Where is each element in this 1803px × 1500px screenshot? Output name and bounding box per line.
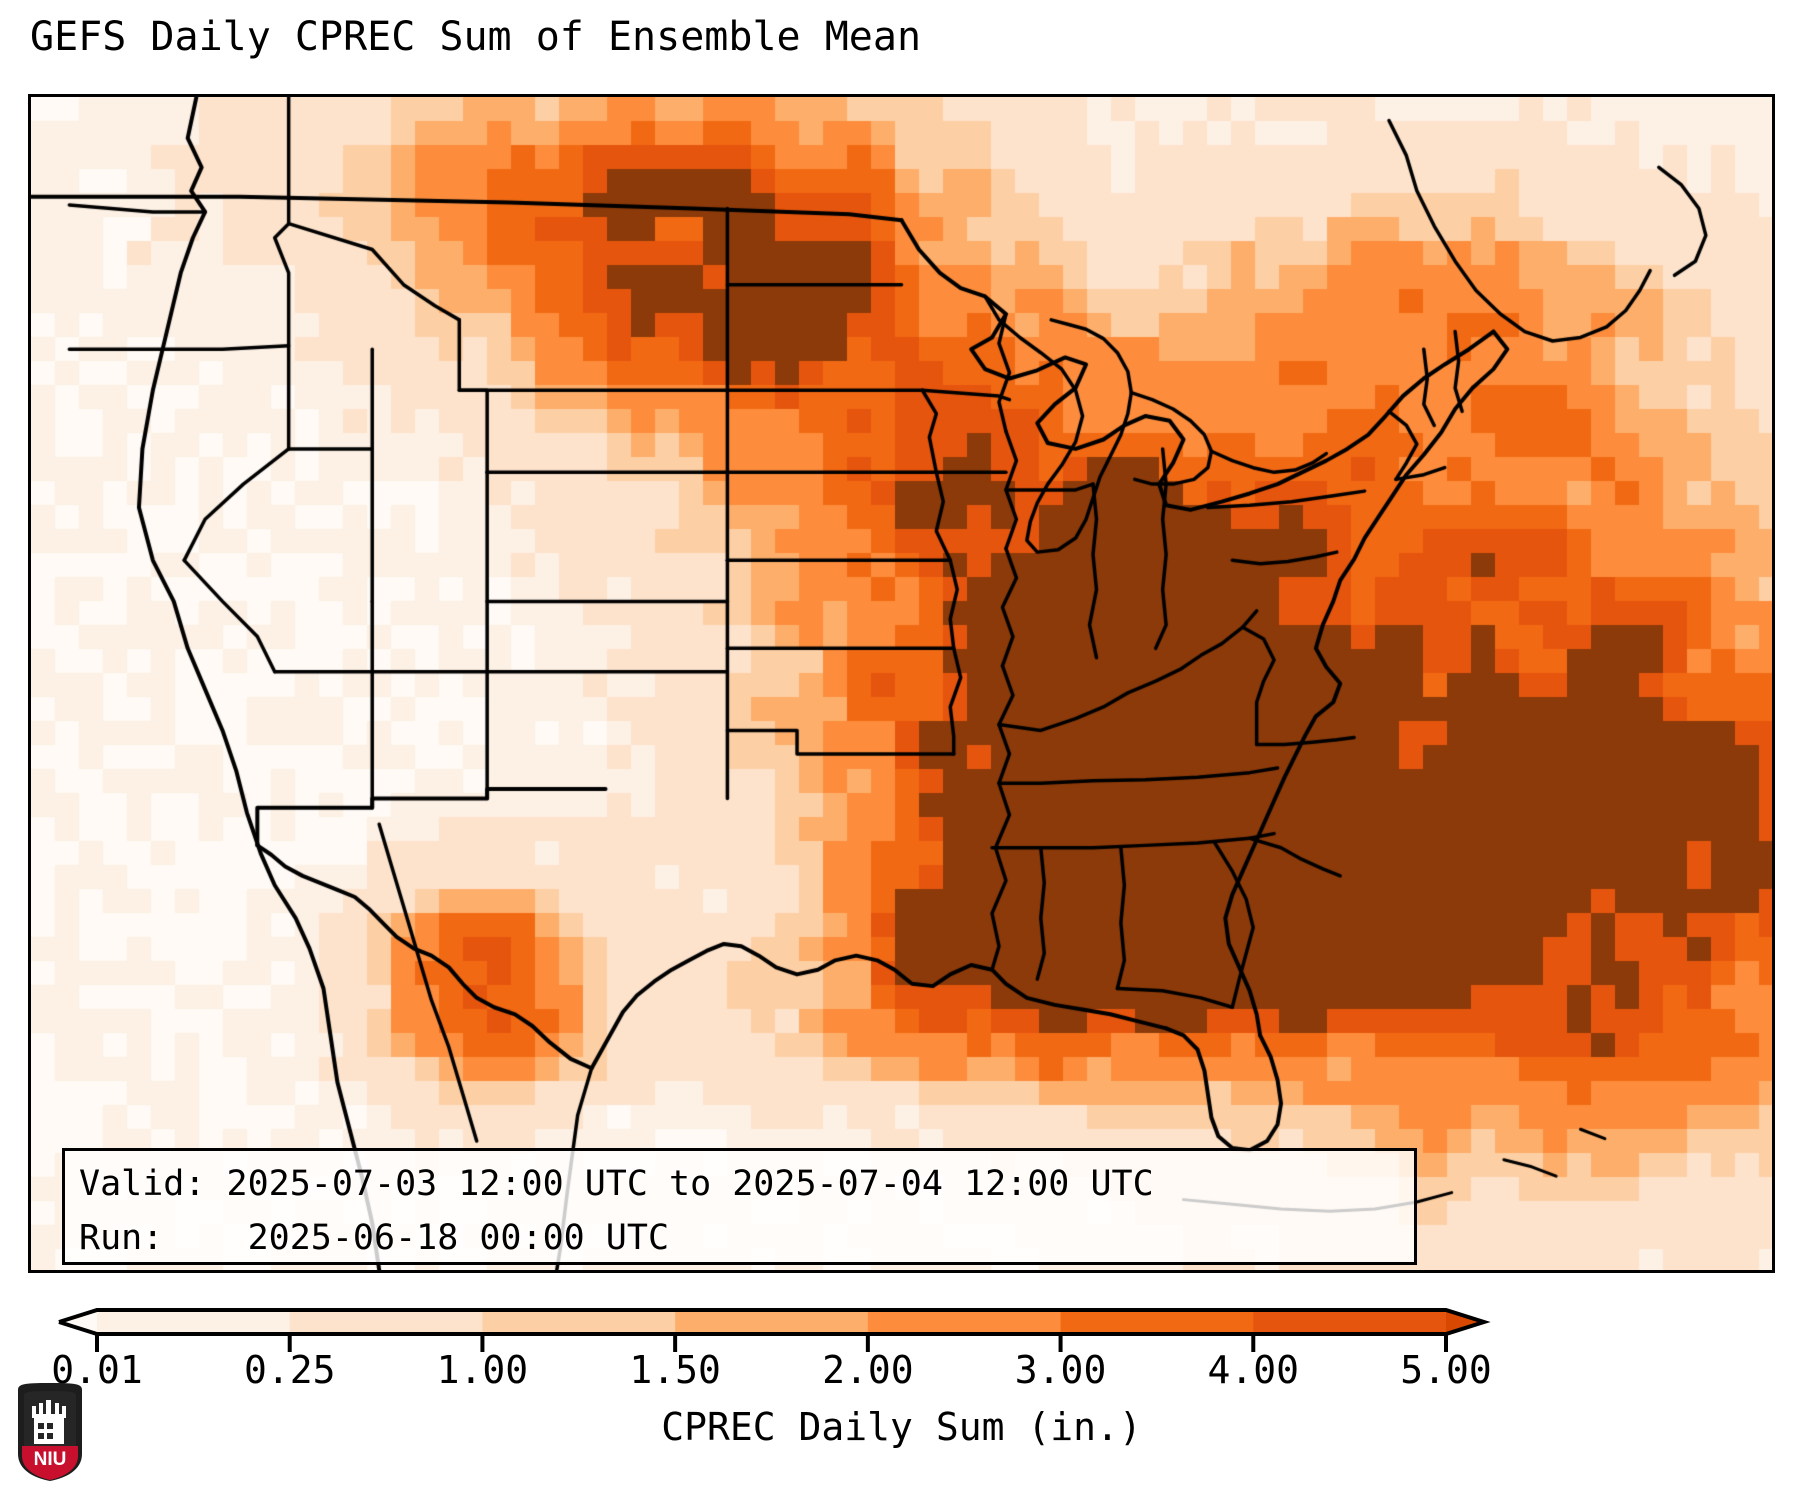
colorbar-tick-4: 2.00	[822, 1348, 914, 1392]
map-panel	[28, 94, 1775, 1273]
colorbar	[0, 1300, 1803, 1370]
model-run-text: Run: 2025-06-18 00:00 UTC	[79, 1218, 670, 1258]
colorbar-tick-1: 0.25	[243, 1348, 336, 1392]
colorbar-tick-2: 1.00	[436, 1348, 529, 1392]
colorbar-tick-5: 3.00	[1014, 1348, 1107, 1392]
colorbar-axis-label: CPREC Daily Sum (in.)	[661, 1405, 1142, 1449]
colorbar-tick-labels: 0.01 0.25 1.00 1.50 2.00 3.00 4.00 5.00	[0, 1348, 1803, 1396]
colorbar-tick-3: 1.50	[629, 1348, 721, 1392]
colorbar-swatches	[58, 1308, 1491, 1352]
logo-text: NIU	[34, 1449, 67, 1470]
niu-logo: NIU	[18, 1383, 82, 1481]
colorbar-tick-6: 4.00	[1207, 1348, 1300, 1392]
valid-period-text: Valid: 2025-07-03 12:00 UTC to 2025-07-0…	[79, 1164, 1154, 1204]
logo-castle-icon	[32, 1400, 66, 1444]
precipitation-heatmap	[31, 97, 1772, 1270]
forecast-info-box: Valid: 2025-07-03 12:00 UTC to 2025-07-0…	[62, 1148, 1417, 1265]
colorbar-tick-7: 5.00	[1400, 1348, 1492, 1392]
page-title: GEFS Daily CPREC Sum of Ensemble Mean	[30, 14, 922, 60]
logo-castle-windows	[38, 1423, 53, 1439]
logo-red-banner	[22, 1446, 78, 1480]
